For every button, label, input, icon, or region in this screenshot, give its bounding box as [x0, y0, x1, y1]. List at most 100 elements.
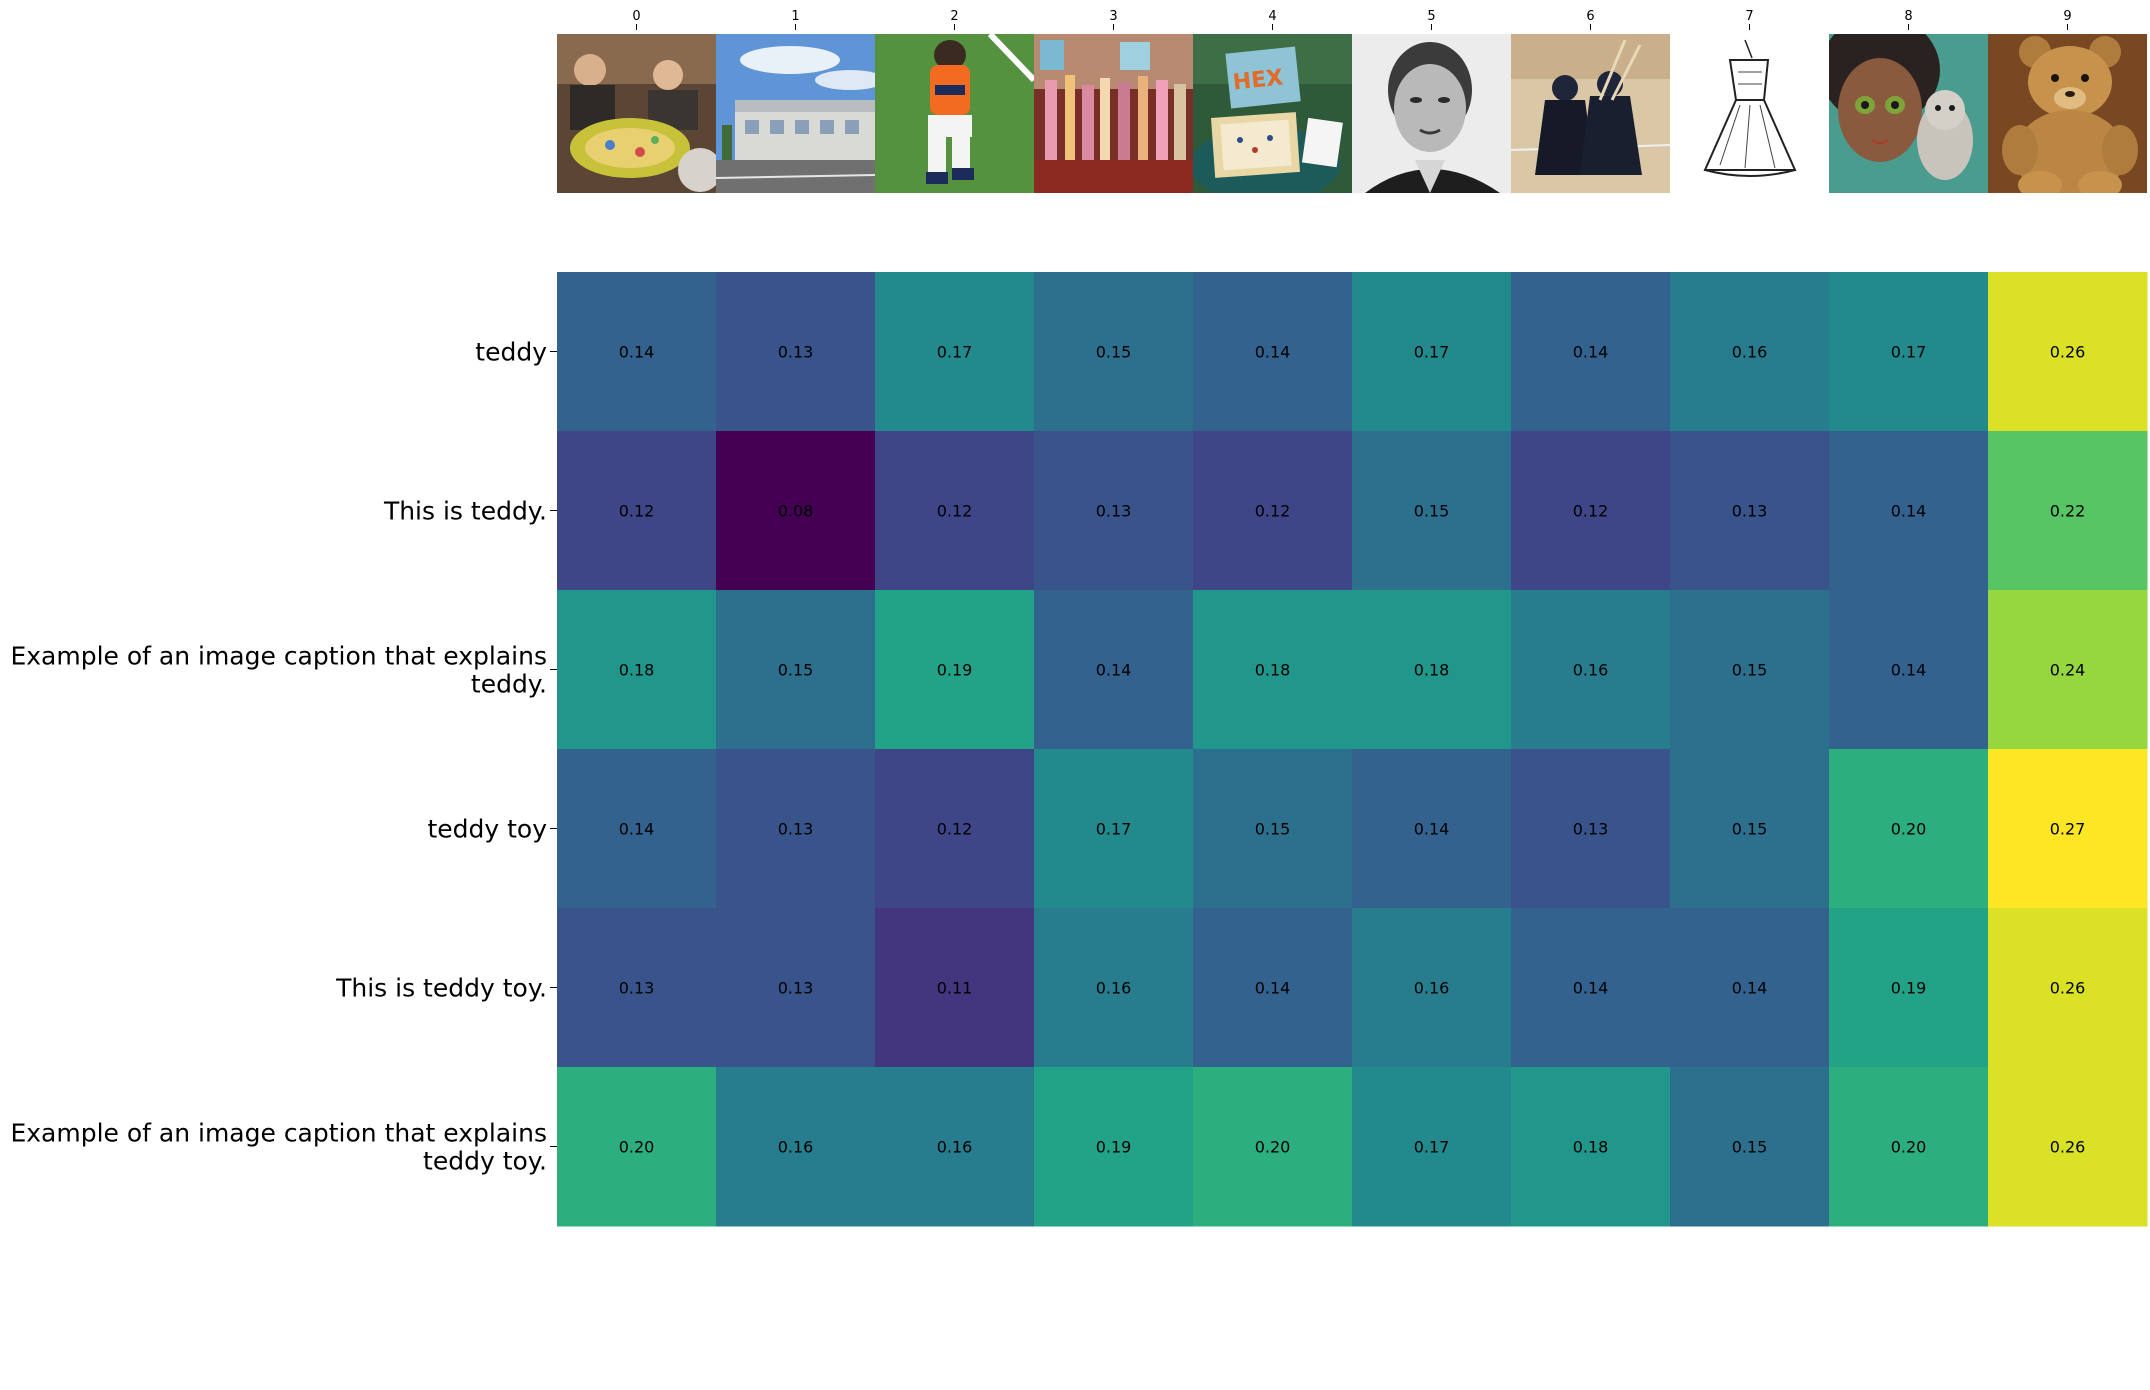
thumbnail-1-building-photo [716, 34, 875, 193]
heatmap-cell-value: 0.19 [1891, 979, 1927, 998]
heatmap-cell [1829, 749, 1989, 909]
heatmap-cell-value: 0.13 [778, 979, 814, 998]
thumbnail-6-kendo-photo [1511, 34, 1670, 193]
heatmap-cell [1352, 1067, 1512, 1227]
heatmap-cell-value: 0.19 [937, 661, 973, 680]
x-tick-label: 1 [791, 9, 799, 24]
heatmap-cell [1670, 590, 1830, 750]
heatmap-cell-value: 0.14 [619, 343, 655, 362]
heatmap-cell [1988, 272, 2148, 432]
heatmap-cell [1034, 431, 1194, 591]
heatmap-cell [875, 908, 1035, 1068]
heatmap-cell [1511, 590, 1671, 750]
heatmap-cell-value: 0.15 [1096, 343, 1132, 362]
heatmap-cell-value: 0.13 [1573, 820, 1609, 839]
heatmap-cell-value: 0.14 [1891, 661, 1927, 680]
heatmap-cell-value: 0.13 [778, 820, 814, 839]
hex-box-text: HEX [1232, 65, 1285, 95]
heatmap-cell-value: 0.16 [1414, 979, 1450, 998]
x-tick-label: 6 [1586, 9, 1594, 24]
heatmap-cell [1988, 908, 2148, 1068]
thumbnail-8-doll-photo [1829, 34, 1988, 193]
y-axis-label: This is teddy toy. [335, 974, 547, 1003]
heatmap-cell-value: 0.17 [1891, 343, 1927, 362]
heatmap-cell [1193, 749, 1353, 909]
heatmap-cell-value: 0.12 [619, 502, 655, 521]
heatmap-cell [1193, 590, 1353, 750]
heatmap-cell-value: 0.11 [937, 979, 973, 998]
heatmap-cell [1352, 749, 1512, 909]
heatmap-cell-value: 0.26 [2050, 979, 2086, 998]
y-axis-label: This is teddy. [383, 497, 547, 526]
heatmap-cell [1670, 272, 1830, 432]
heatmap-cell [1193, 1067, 1353, 1227]
heatmap-cell [1034, 908, 1194, 1068]
heatmap-cell [1352, 431, 1512, 591]
heatmap-cell [1829, 908, 1989, 1068]
heatmap-cell-value: 0.13 [1096, 502, 1132, 521]
heatmap-cell [1034, 272, 1194, 432]
heatmap-cell [557, 1067, 717, 1227]
heatmap-cell [716, 431, 876, 591]
heatmap-cell-value: 0.12 [1255, 502, 1291, 521]
y-axis-label: teddy [475, 338, 547, 367]
heatmap-cell-value: 0.14 [1573, 979, 1609, 998]
heatmap-cell [875, 1067, 1035, 1227]
thumbnail-4-hex-game-photo: HEX [1193, 34, 1352, 193]
heatmap-cell [1829, 1067, 1989, 1227]
x-tick-label: 2 [950, 9, 958, 24]
heatmap-cell-value: 0.26 [2050, 343, 2086, 362]
thumbnail-0-board-game-photo [557, 34, 716, 193]
heatmap-cell [1670, 749, 1830, 909]
image-thumbnail-strip: HEX [557, 34, 2147, 193]
heatmap-cell-value: 0.14 [1255, 343, 1291, 362]
heatmap-cell-value: 0.16 [1573, 661, 1609, 680]
heatmap-cell-value: 0.14 [1891, 502, 1927, 521]
heatmap-cell [1511, 431, 1671, 591]
heatmap-cell [1988, 749, 2148, 909]
heatmap-cell [875, 590, 1035, 750]
heatmap-cell-value: 0.15 [1255, 820, 1291, 839]
heatmap-cell [1511, 908, 1671, 1068]
heatmap-cell [1034, 749, 1194, 909]
heatmap-cell-value: 0.20 [1891, 820, 1927, 839]
heatmap-cell-value: 0.16 [1732, 343, 1768, 362]
heatmap-cell [716, 749, 876, 909]
heatmap-cell [1829, 272, 1989, 432]
heatmap-cell-value: 0.16 [1096, 979, 1132, 998]
heatmap-cell [716, 1067, 876, 1227]
x-tick-label: 8 [1904, 9, 1912, 24]
heatmap-cell [1829, 590, 1989, 750]
heatmap-cell-value: 0.14 [1096, 661, 1132, 680]
heatmap-cell-value: 0.12 [937, 820, 973, 839]
heatmap-cell-value: 0.08 [778, 502, 814, 521]
heatmap-cell-value: 0.13 [1732, 502, 1768, 521]
heatmap-cell [1193, 431, 1353, 591]
y-axis-label: Example of an image caption that explain… [10, 1119, 547, 1148]
heatmap-cell [1988, 1067, 2148, 1227]
heatmap-cell [557, 749, 717, 909]
y-axis-label: teddy toy. [423, 1147, 547, 1176]
x-tick-label: 3 [1109, 9, 1117, 24]
heatmap-cell [1193, 272, 1353, 432]
heatmap-cell-value: 0.18 [1414, 661, 1450, 680]
heatmap-cell-value: 0.15 [1414, 502, 1450, 521]
y-axis-labels: teddy This is teddy. Example of an image c… [10, 338, 557, 1176]
heatmap-cell-value: 0.14 [1414, 820, 1450, 839]
x-axis-ticks: 0 1 2 3 4 5 6 7 8 9 [632, 9, 2072, 30]
heatmap-cell-value: 0.18 [1573, 1138, 1609, 1157]
x-tick-label: 7 [1745, 9, 1753, 24]
heatmap-cell [1034, 590, 1194, 750]
heatmap-cell-value: 0.18 [1255, 661, 1291, 680]
x-tick-label: 4 [1268, 9, 1276, 24]
heatmap-cell [1829, 431, 1989, 591]
heatmap-cell [1670, 431, 1830, 591]
heatmap-cell-value: 0.13 [619, 979, 655, 998]
y-axis-label: Example of an image caption that explain… [10, 642, 547, 671]
heatmap-cell-value: 0.17 [937, 343, 973, 362]
heatmap-cell [1511, 1067, 1671, 1227]
thumbnail-5-portrait-photo [1352, 34, 1511, 193]
heatmap-cell [1034, 1067, 1194, 1227]
heatmap-cell-value: 0.15 [1732, 820, 1768, 839]
